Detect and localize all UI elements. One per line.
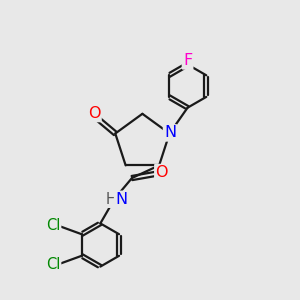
Text: Cl: Cl bbox=[46, 257, 60, 272]
Text: O: O bbox=[88, 106, 100, 121]
Text: O: O bbox=[155, 165, 168, 180]
Text: N: N bbox=[164, 125, 176, 140]
Text: F: F bbox=[183, 53, 192, 68]
Text: Cl: Cl bbox=[46, 218, 60, 233]
Text: H: H bbox=[106, 192, 116, 207]
Text: N: N bbox=[115, 192, 127, 207]
